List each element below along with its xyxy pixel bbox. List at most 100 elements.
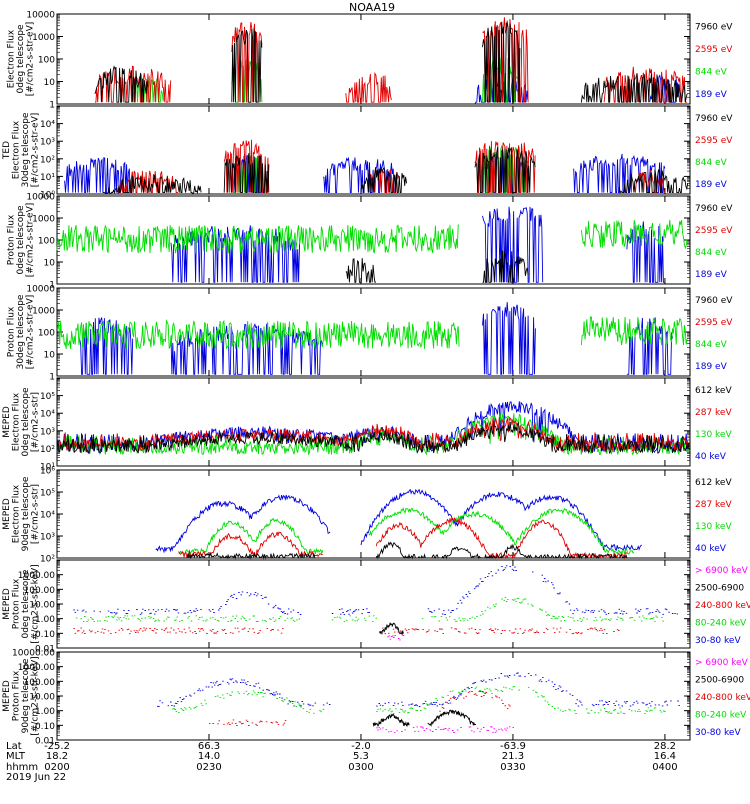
legend-ted-proton-0-3: 189 eV xyxy=(695,270,728,280)
ylabel-ted-proton-0-1: 0deg telescope xyxy=(16,205,26,275)
ytick-label-ted-electron-0-1: 10 xyxy=(44,78,56,88)
xtick-label-hhmm-0: 0200 xyxy=(44,762,69,773)
legend-meped-electron-90-0: 612 keV xyxy=(695,478,732,488)
legend-ted-proton-0-0: 7960 eV xyxy=(695,204,733,214)
ytick-label-meped-proton-0-4: 100.00 xyxy=(24,586,56,596)
legend-meped-electron-0-0: 612 keV xyxy=(695,386,732,396)
xtick-label-hhmm-4: 0400 xyxy=(652,762,677,773)
ytick-label-ted-proton-0-1: 10 xyxy=(44,259,56,269)
ytick-label-meped-electron-0-1: 10² xyxy=(40,445,55,455)
ylabel-meped-electron-0-3: [#/cm2-s-str] xyxy=(31,392,41,452)
series-meped-proton-90-1 xyxy=(372,709,476,728)
legend-ted-proton-0-2: 844 eV xyxy=(695,248,728,258)
ylabel-meped-electron-0-0: MEPED xyxy=(2,406,12,438)
ylabel-ted-proton-30-2: [#/cm2-s-str-eV] xyxy=(26,295,36,370)
series-ted-electron-0-0 xyxy=(94,21,688,103)
xaxis-row-label-lat: Lat xyxy=(6,741,22,752)
ytick-label-meped-proton-90-0: 0.01 xyxy=(35,737,55,747)
ytick-label-ted-proton-30-4: 10000 xyxy=(26,285,55,295)
xaxis-row-label-mlt: MLT xyxy=(6,751,26,762)
ylabel-meped-proton-90-3: [#/cm2-s-str-keV] xyxy=(31,656,41,735)
ytick-label-meped-electron-90-0: 10² xyxy=(40,555,55,565)
panel-frame-meped-electron-0 xyxy=(56,377,691,467)
xtick-label-lat-1: 66.3 xyxy=(198,741,220,752)
ylabel-meped-electron-0-2: 0deg telescope xyxy=(21,387,31,457)
ytick-label-meped-proton-90-6: 10000.00 xyxy=(12,649,55,659)
legend-ted-proton-30-0: 7960 eV xyxy=(695,296,733,306)
ylabel-ted-electron-30-0: TED xyxy=(2,141,12,160)
legend-meped-electron-90-2: 130 keV xyxy=(695,522,732,532)
ylabel-meped-proton-90-0: MEPED xyxy=(2,680,12,712)
xtick-label-hhmm-3: 0330 xyxy=(500,762,525,773)
legend-ted-proton-0-1: 2595 eV xyxy=(695,226,733,236)
plot-date: 2019 Jun 22 xyxy=(6,772,66,783)
ylabel-meped-proton-90-1: Proton Flux xyxy=(12,670,22,721)
panel-frame-ted-electron-30 xyxy=(56,105,691,195)
ytick-label-ted-electron-30-4: 10⁴ xyxy=(40,120,55,130)
ytick-label-ted-proton-0-0: 1 xyxy=(49,281,55,291)
ytick-label-ted-proton-30-2: 100 xyxy=(38,329,55,339)
ylabel-meped-proton-0-3: [#/cm2-s-str-keV] xyxy=(31,564,41,643)
legend-ted-electron-0-3: 189 eV xyxy=(695,90,728,100)
ylabel-meped-electron-90-0: MEPED xyxy=(2,498,12,530)
plot-title: NOAA19 xyxy=(349,1,395,14)
xtick-label-lat-0: -25.2 xyxy=(44,741,70,752)
xtick-label-lat-3: -63.9 xyxy=(500,741,526,752)
series-meped-proton-0-3 xyxy=(75,597,664,623)
xaxis-row-label-hhmm: hhmm xyxy=(6,762,38,773)
series-ted-electron-30-0 xyxy=(102,146,689,195)
legend-meped-electron-90-3: 40 keV xyxy=(695,544,727,554)
ytick-label-ted-proton-30-1: 10 xyxy=(44,351,56,361)
xtick-label-mlt-2: 5.3 xyxy=(353,751,369,762)
series-meped-electron-90-1 xyxy=(178,516,627,560)
xtick-label-hhmm-2: 0300 xyxy=(348,762,373,773)
series-meped-proton-90-4 xyxy=(157,672,680,707)
series-meped-proton-0-0 xyxy=(387,634,405,641)
ytick-label-ted-electron-30-0: 10⁰ xyxy=(40,191,55,201)
ytick-label-ted-proton-0-2: 100 xyxy=(38,237,55,247)
legend-meped-proton-0-1: 2500-6900 xyxy=(695,583,744,593)
series-meped-electron-90-3 xyxy=(155,488,643,554)
ytick-label-meped-electron-0-2: 10³ xyxy=(40,427,55,437)
ytick-label-ted-proton-30-0: 1 xyxy=(49,373,55,383)
ylabel-ted-proton-30-0: Proton Flux xyxy=(7,306,17,357)
legend-meped-electron-0-3: 40 keV xyxy=(695,452,727,462)
xtick-label-hhmm-1: 0230 xyxy=(196,762,221,773)
series-meped-electron-90-0 xyxy=(186,541,628,560)
ylabel-meped-proton-90-2: 90deg telescope xyxy=(21,658,31,733)
legend-meped-proton-0-0: > 6900 keV xyxy=(695,566,749,576)
ylabel-ted-proton-0-0: Proton Flux xyxy=(7,214,17,265)
legend-ted-electron-30-0: 7960 eV xyxy=(695,114,733,124)
ytick-label-meped-proton-0-5: 1000.00 xyxy=(18,571,55,581)
ytick-label-meped-proton-90-1: 0.10 xyxy=(35,722,55,732)
ylabel-ted-proton-0-2: [#/cm2-s-str-eV] xyxy=(26,203,36,278)
panel-frame-meped-proton-90 xyxy=(56,651,691,741)
panel-frame-meped-proton-0 xyxy=(56,559,691,649)
ytick-label-meped-proton-90-2: 1.00 xyxy=(35,707,55,717)
xtick-label-mlt-4: 16.4 xyxy=(654,751,676,762)
ylabel-meped-electron-90-1: Electron Flux xyxy=(12,484,22,543)
series-ted-electron-0-1 xyxy=(95,17,688,103)
ytick-label-ted-proton-0-4: 10000 xyxy=(26,193,55,203)
ytick-label-meped-electron-0-0: 10¹ xyxy=(40,463,55,473)
ytick-label-ted-electron-30-3: 10³ xyxy=(40,138,55,148)
ytick-label-ted-electron-30-1: 10¹ xyxy=(40,173,55,183)
legend-meped-proton-0-2: 240-800 keV xyxy=(695,601,750,611)
ylabel-ted-electron-0-2: [#/cm2-s-str-eV] xyxy=(26,22,36,97)
ylabel-ted-electron-30-1: Electron Flux xyxy=(12,120,22,179)
xtick-label-mlt-0: 18.2 xyxy=(46,751,68,762)
series-meped-proton-90-2 xyxy=(209,690,511,727)
legend-meped-electron-0-2: 130 keV xyxy=(695,430,732,440)
legend-meped-proton-0-3: 80-240 keV xyxy=(695,619,747,629)
xtick-label-mlt-3: 21.3 xyxy=(502,751,524,762)
ytick-label-ted-proton-0-3: 1000 xyxy=(32,215,55,225)
ytick-label-meped-proton-0-0: 0.01 xyxy=(35,645,55,655)
ytick-label-ted-electron-0-4: 10000 xyxy=(26,11,55,21)
legend-ted-proton-30-1: 2595 eV xyxy=(695,318,733,328)
series-meped-electron-0-3 xyxy=(56,401,691,454)
legend-ted-proton-30-3: 189 eV xyxy=(695,362,728,372)
legend-meped-proton-0-4: 30-80 keV xyxy=(695,636,741,646)
ytick-label-ted-proton-30-3: 1000 xyxy=(32,307,55,317)
xtick-label-lat-4: 28.2 xyxy=(654,741,676,752)
